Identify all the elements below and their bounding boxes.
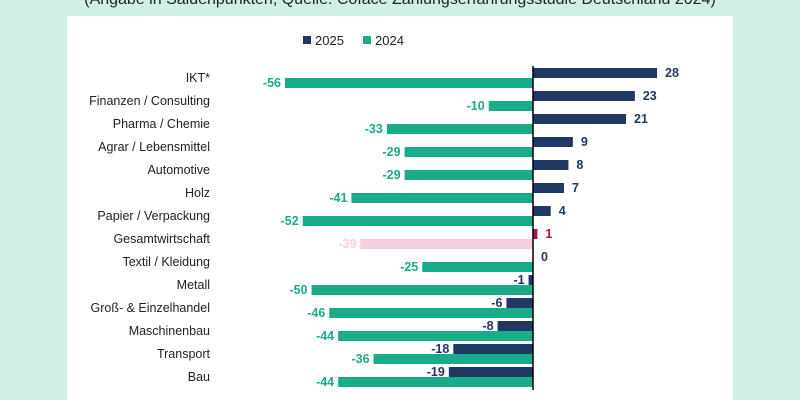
data-label-2024: -41	[329, 191, 347, 205]
data-label-2025: -6	[491, 296, 502, 310]
data-label-2024: -46	[307, 306, 325, 320]
bar-2024	[311, 285, 533, 295]
bar-2024	[302, 216, 533, 226]
data-label-2024: -29	[382, 168, 400, 182]
data-label-2025: 28	[665, 66, 679, 80]
data-label-2025: 0	[541, 250, 548, 264]
bar-2025	[533, 91, 635, 101]
bar-2024	[360, 239, 533, 249]
data-label-2024: -44	[316, 375, 334, 389]
data-label-2025: -1	[513, 273, 524, 287]
bar-2025	[533, 206, 551, 216]
data-label-2024: -33	[365, 122, 383, 136]
bar-2024	[422, 262, 533, 272]
legend-label-2025: 2025	[315, 33, 344, 48]
bar-2025	[533, 137, 573, 147]
bar-2025	[448, 367, 533, 377]
legend-swatch-2024	[363, 36, 371, 44]
bar-2024	[404, 147, 533, 157]
category-label: IKT*	[186, 71, 210, 85]
bar-2024	[285, 78, 533, 88]
data-label-2025: -18	[431, 342, 449, 356]
bar-2024	[351, 193, 533, 203]
legend-swatch-2025	[303, 36, 311, 44]
bar-2024	[488, 101, 533, 111]
chart-subtitle: (Angabe in Saldenpunkten; Quelle: Coface…	[0, 0, 800, 9]
bar-2025	[453, 344, 533, 354]
bar-2025	[506, 298, 533, 308]
category-label: Automotive	[147, 163, 210, 177]
bar-2024	[386, 124, 533, 134]
data-label-2024: -29	[382, 145, 400, 159]
category-label: Bau	[188, 370, 210, 384]
data-label-2024: -50	[289, 283, 307, 297]
category-label: Gesamtwirtschaft	[113, 232, 210, 246]
data-label-2025: 7	[572, 181, 579, 195]
bar-2025	[497, 321, 533, 331]
legend-label-2024: 2024	[375, 33, 404, 48]
category-label: Holz	[185, 186, 210, 200]
category-label: Pharma / Chemie	[113, 117, 210, 131]
bar-2025	[533, 114, 626, 124]
category-label: Finanzen / Consulting	[89, 94, 210, 108]
data-label-2025: 8	[576, 158, 583, 172]
data-label-2024: -56	[263, 76, 281, 90]
data-label-2024: -52	[281, 214, 299, 228]
bar-2024	[338, 331, 533, 341]
category-label: Metall	[177, 278, 210, 292]
data-label-2025: -8	[482, 319, 493, 333]
data-label-2024: -44	[316, 329, 334, 343]
bar-2024	[329, 308, 533, 318]
category-label: Groß- & Einzelhandel	[90, 301, 210, 315]
data-label-2025: 1	[545, 227, 552, 241]
category-label: Agrar / Lebensmittel	[98, 140, 210, 154]
bar-2025	[533, 68, 657, 78]
data-label-2025: 23	[643, 89, 657, 103]
bar-2025	[533, 160, 569, 170]
data-label-2024: -39	[338, 237, 356, 251]
category-label: Papier / Verpackung	[97, 209, 210, 223]
data-label-2025: 4	[559, 204, 566, 218]
category-label: Transport	[157, 347, 211, 361]
category-label: Textil / Kleidung	[122, 255, 210, 269]
data-label-2024: -25	[400, 260, 418, 274]
data-label-2025: 9	[581, 135, 588, 149]
bar-2024	[404, 170, 533, 180]
data-label-2025: 21	[634, 112, 648, 126]
data-label-2024: -36	[351, 352, 369, 366]
bar-2025	[528, 275, 533, 285]
category-label: Maschinenbau	[129, 324, 210, 338]
bar-2024	[338, 377, 533, 387]
bar-2024	[373, 354, 533, 364]
data-label-2025: -19	[427, 365, 445, 379]
bar-2025	[533, 183, 564, 193]
data-label-2024: -10	[467, 99, 485, 113]
bar-2025	[533, 229, 538, 239]
